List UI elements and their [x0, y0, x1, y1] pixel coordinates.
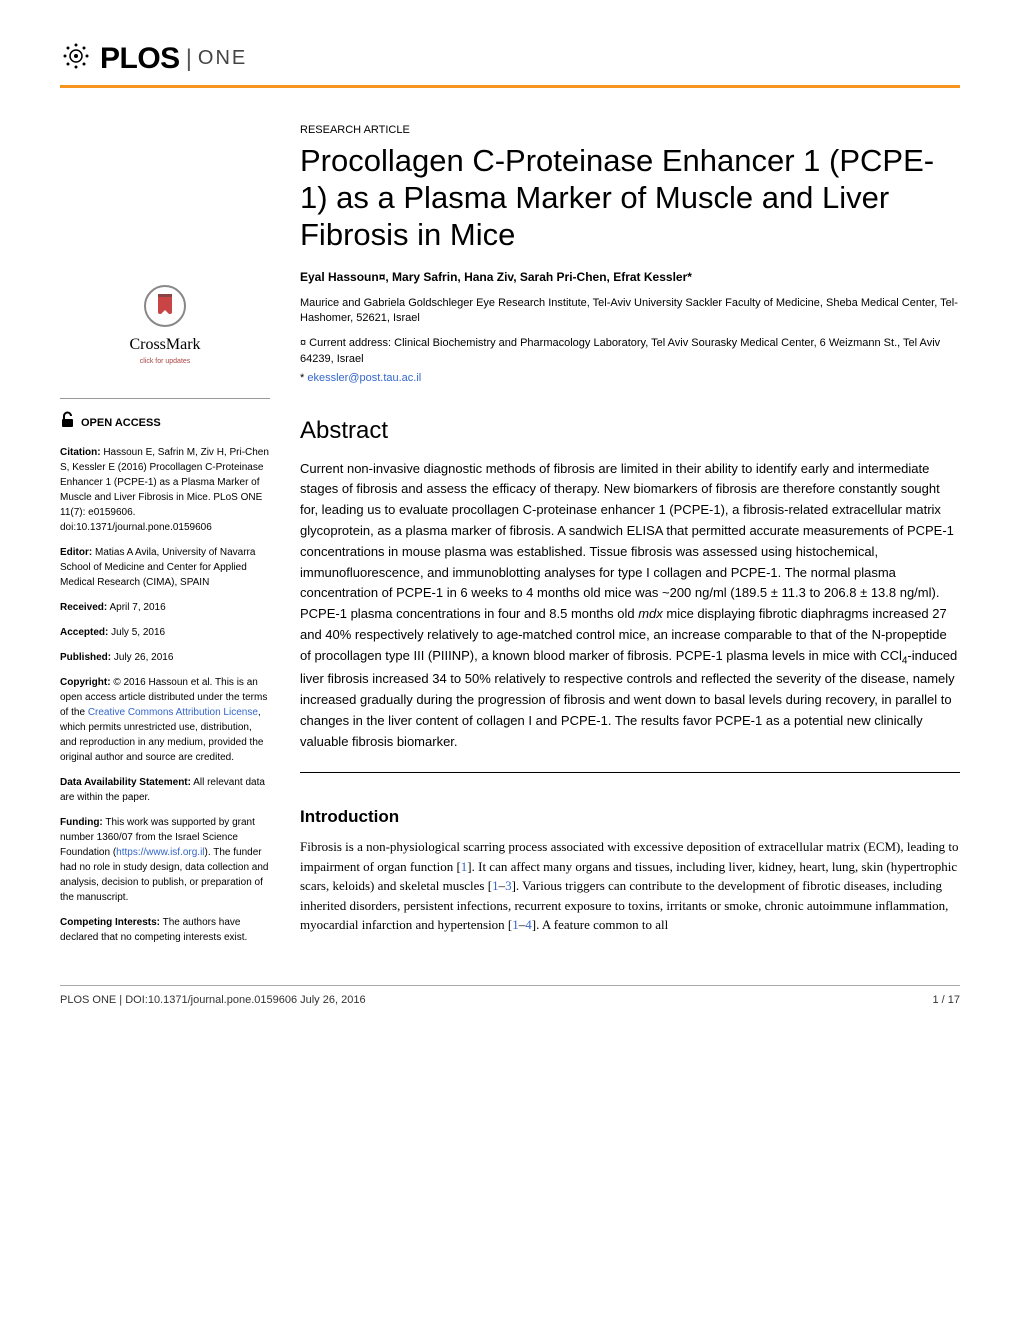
- editor-block: Editor: Matias A Avila, University of Na…: [60, 545, 270, 590]
- funding-block: Funding: This work was supported by gran…: [60, 815, 270, 905]
- funding-link[interactable]: https://www.isf.org.il: [116, 847, 204, 858]
- page-footer: PLOS ONE | DOI:10.1371/journal.pone.0159…: [60, 985, 960, 1006]
- citation-label: Citation:: [60, 447, 101, 458]
- competing-label: Competing Interests:: [60, 917, 160, 928]
- abstract-p1: Current non-invasive diagnostic methods …: [300, 461, 954, 622]
- copyright-link[interactable]: Creative Commons Attribution License: [88, 707, 258, 718]
- journal-logo-main: PLOS: [100, 42, 180, 76]
- sidebar: CrossMark click for updates OPEN ACCESS …: [60, 124, 300, 955]
- received-label: Received:: [60, 602, 107, 613]
- journal-header: PLOS | ONE: [60, 40, 960, 77]
- accepted-block: Accepted: July 5, 2016: [60, 625, 270, 640]
- crossmark-badge[interactable]: CrossMark click for updates: [60, 284, 270, 368]
- crossmark-sublabel: click for updates: [60, 357, 270, 368]
- header-rule: [60, 85, 960, 88]
- sidebar-divider: [60, 398, 270, 399]
- section-divider: [300, 772, 960, 773]
- corresponding-email[interactable]: ekessler@post.tau.ac.il: [307, 372, 421, 384]
- abstract-text: Current non-invasive diagnostic methods …: [300, 459, 960, 753]
- accepted-text: July 5, 2016: [108, 627, 165, 638]
- competing-block: Competing Interests: The authors have de…: [60, 915, 270, 945]
- address-note: ¤ Current address: Clinical Biochemistry…: [300, 336, 960, 367]
- citation-text: Hassoun E, Safrin M, Ziv H, Pri-Chen S, …: [60, 447, 269, 533]
- published-text: July 26, 2016: [111, 652, 173, 663]
- accepted-label: Accepted:: [60, 627, 108, 638]
- data-availability-block: Data Availability Statement: All relevan…: [60, 775, 270, 805]
- funding-label: Funding:: [60, 817, 103, 828]
- copyright-label: Copyright:: [60, 677, 111, 688]
- footer-right: 1 / 17: [932, 994, 960, 1006]
- citation-block: Citation: Hassoun E, Safrin M, Ziv H, Pr…: [60, 445, 270, 535]
- article-title: Procollagen C-Proteinase Enhancer 1 (PCP…: [300, 142, 960, 254]
- logo-divider: |: [186, 45, 192, 73]
- introduction-heading: Introduction: [300, 807, 960, 827]
- footer-left: PLOS ONE | DOI:10.1371/journal.pone.0159…: [60, 994, 366, 1006]
- crossmark-label: CrossMark: [60, 333, 270, 357]
- open-lock-icon: [60, 411, 75, 436]
- published-label: Published:: [60, 652, 111, 663]
- abstract-mdx: mdx: [638, 606, 663, 621]
- affiliation: Maurice and Gabriela Goldschleger Eye Re…: [300, 296, 960, 327]
- introduction-text: Fibrosis is a non-physiological scarring…: [300, 837, 960, 935]
- received-block: Received: April 7, 2016: [60, 600, 270, 615]
- open-access-badge: OPEN ACCESS: [60, 411, 270, 436]
- article-type: RESEARCH ARTICLE: [300, 124, 960, 136]
- published-block: Published: July 26, 2016: [60, 650, 270, 665]
- data-label: Data Availability Statement:: [60, 777, 191, 788]
- journal-logo-sub: ONE: [198, 47, 247, 70]
- plos-logo-icon: [60, 40, 92, 77]
- intro-p4: ]. A feature common to all: [532, 917, 668, 932]
- main-content: RESEARCH ARTICLE Procollagen C-Proteinas…: [300, 124, 960, 955]
- abstract-heading: Abstract: [300, 417, 960, 445]
- editor-label: Editor:: [60, 547, 92, 558]
- copyright-block: Copyright: © 2016 Hassoun et al. This is…: [60, 675, 270, 765]
- open-access-label: OPEN ACCESS: [81, 415, 161, 432]
- corresponding-note: * ekessler@post.tau.ac.il: [300, 371, 960, 386]
- authors: Eyal Hassoun¤, Mary Safrin, Hana Ziv, Sa…: [300, 270, 960, 284]
- received-text: April 7, 2016: [107, 602, 165, 613]
